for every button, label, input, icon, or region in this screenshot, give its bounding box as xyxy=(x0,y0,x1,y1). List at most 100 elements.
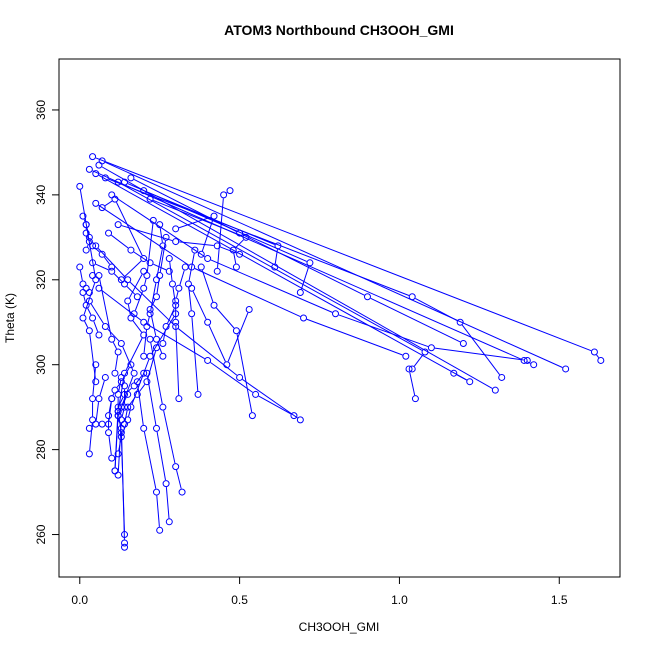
data-point xyxy=(194,390,202,398)
trace-line xyxy=(217,198,224,268)
trace-line xyxy=(87,308,92,316)
trace-line xyxy=(172,287,176,302)
data-point xyxy=(152,344,160,352)
data-point xyxy=(405,365,413,373)
data-point xyxy=(152,488,160,496)
data-point xyxy=(408,293,416,301)
data-point xyxy=(98,250,106,258)
data-point xyxy=(143,369,151,377)
data-point xyxy=(82,301,90,309)
trace-line xyxy=(93,321,99,332)
trace-line xyxy=(101,289,142,321)
data-point xyxy=(152,424,160,432)
y-tick-label: 340 xyxy=(34,185,48,205)
trace-line xyxy=(116,202,143,256)
data-point xyxy=(520,356,528,364)
data-point xyxy=(188,284,196,292)
data-point xyxy=(491,386,499,394)
trace-line xyxy=(99,380,105,396)
data-series xyxy=(76,153,605,551)
data-point xyxy=(133,293,141,301)
data-point xyxy=(79,314,87,322)
data-point xyxy=(89,153,97,161)
trace-line xyxy=(159,240,167,273)
trace-line xyxy=(194,268,301,318)
trace-line xyxy=(163,410,176,464)
data-point xyxy=(466,378,474,386)
data-point xyxy=(114,348,122,356)
trace-line xyxy=(134,291,143,311)
data-point xyxy=(130,369,138,377)
trace-line xyxy=(153,199,243,237)
data-point xyxy=(95,331,103,339)
data-point xyxy=(98,204,106,212)
trace-line xyxy=(79,270,83,281)
trace-line xyxy=(338,314,429,348)
data-point xyxy=(111,369,119,377)
trace-line xyxy=(128,274,143,299)
data-point xyxy=(172,322,180,330)
data-point xyxy=(92,170,100,178)
trace-line xyxy=(461,324,501,375)
data-point xyxy=(210,212,218,220)
trace-line xyxy=(176,291,179,298)
data-point xyxy=(101,174,109,182)
data-point xyxy=(82,246,90,254)
trace-line xyxy=(242,234,365,296)
data-point xyxy=(121,382,129,390)
trace-line xyxy=(300,265,310,290)
data-trace xyxy=(127,174,467,347)
trace-line xyxy=(159,227,163,243)
data-trace xyxy=(79,289,103,339)
data-point xyxy=(172,238,180,246)
trace-line xyxy=(150,312,157,336)
data-point xyxy=(248,412,256,420)
trace-line xyxy=(156,495,160,527)
data-point xyxy=(95,284,103,292)
data-point xyxy=(232,263,240,271)
data-point xyxy=(95,395,103,403)
trace-line xyxy=(117,423,122,472)
data-point xyxy=(146,335,154,343)
data-point xyxy=(124,297,132,305)
data-point xyxy=(143,378,151,386)
trace-line xyxy=(86,236,89,239)
trace-line xyxy=(89,334,96,379)
y-tick-label: 260 xyxy=(34,524,48,544)
data-point xyxy=(140,255,148,263)
data-point xyxy=(108,267,116,275)
trace-line xyxy=(90,240,92,243)
data-trace xyxy=(101,174,506,381)
data-point xyxy=(85,450,93,458)
data-point xyxy=(197,263,205,271)
trace-line xyxy=(192,291,207,320)
data-point xyxy=(85,165,93,173)
data-point xyxy=(114,450,122,458)
data-point xyxy=(92,242,100,250)
data-point xyxy=(290,412,298,420)
data-point xyxy=(89,314,97,322)
data-point xyxy=(450,369,458,377)
trace-line xyxy=(120,436,125,532)
trace-line xyxy=(125,337,143,371)
data-point xyxy=(140,369,148,377)
trace-line xyxy=(95,157,592,352)
trace-line xyxy=(456,374,467,381)
trace-line xyxy=(124,410,128,421)
data-point xyxy=(236,373,244,381)
data-trace xyxy=(133,378,164,534)
trace-line xyxy=(147,376,157,426)
data-point xyxy=(296,289,304,297)
data-point xyxy=(152,293,160,301)
trace-line xyxy=(191,317,199,391)
data-point xyxy=(245,306,253,314)
trace-line xyxy=(210,259,333,313)
data-point xyxy=(236,229,244,237)
x-tick-label: 0.5 xyxy=(231,593,248,607)
trace-line xyxy=(150,342,163,404)
data-trace xyxy=(143,369,173,526)
data-trace xyxy=(105,395,116,462)
trace-line xyxy=(156,249,163,277)
data-point xyxy=(79,289,87,297)
trace-line xyxy=(227,312,249,362)
